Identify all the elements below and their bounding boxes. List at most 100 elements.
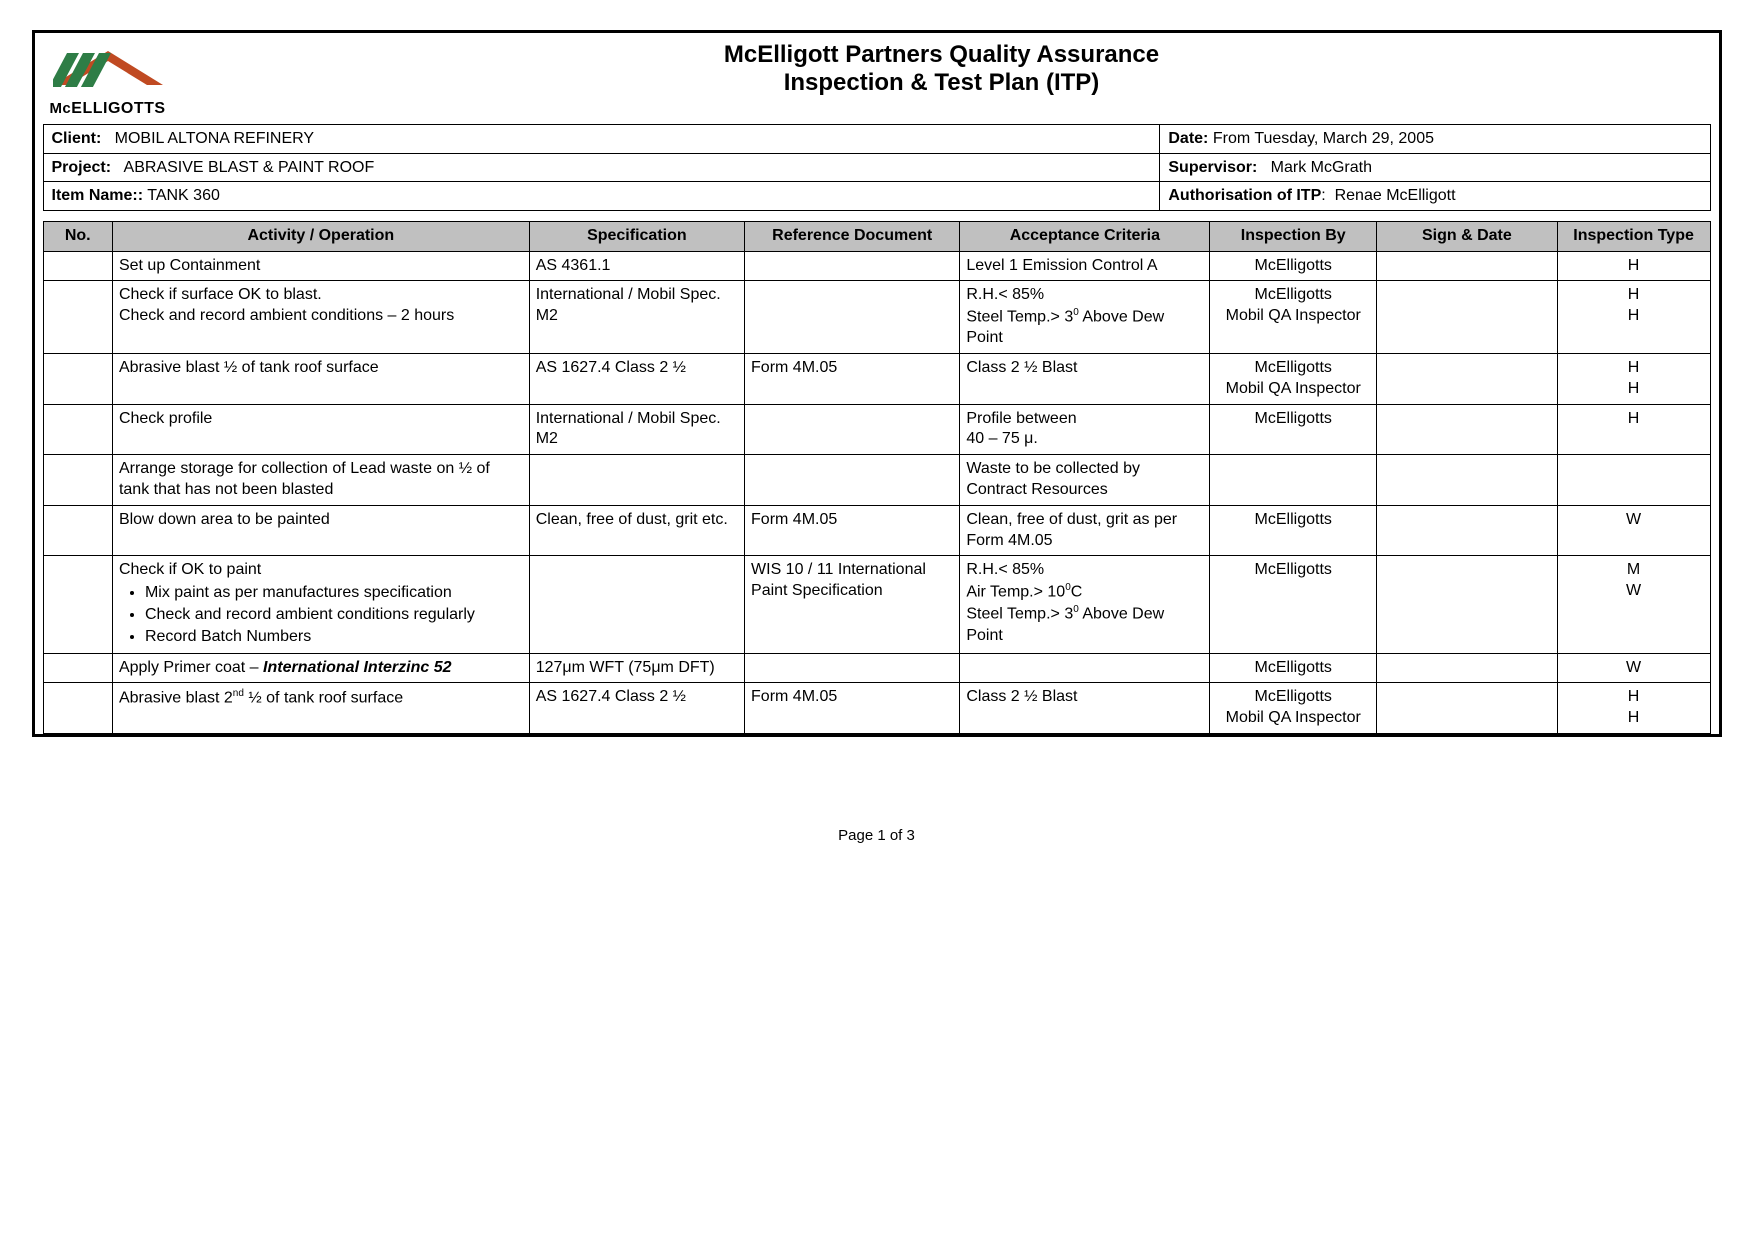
cell-by: McElligotts: [1210, 404, 1377, 455]
cell-no: [43, 404, 112, 455]
cell-spec: AS 4361.1: [529, 251, 744, 281]
cell-sign: [1377, 683, 1558, 734]
auth-label: Authorisation of ITP: [1168, 187, 1321, 204]
project-label: Project:: [52, 159, 112, 176]
cell-sign: [1377, 281, 1558, 354]
table-row: Abrasive blast ½ of tank roof surfaceAS …: [43, 354, 1710, 405]
cell-no: [43, 455, 112, 506]
table-row: Arrange storage for collection of Lead w…: [43, 455, 1710, 506]
meta-supervisor: Supervisor: Mark McGrath: [1160, 153, 1710, 182]
cell-ref: WIS 10 / 11 International Paint Specific…: [745, 556, 960, 653]
cell-sign: [1377, 251, 1558, 281]
meta-project: Project: ABRASIVE BLAST & PAINT ROOF: [43, 153, 1160, 182]
date-label: Date:: [1168, 130, 1208, 147]
cell-no: [43, 556, 112, 653]
page-container: McELLIGOTTS McElligott Partners Quality …: [32, 30, 1722, 844]
cell-sign: [1377, 556, 1558, 653]
col-type: Inspection Type: [1557, 221, 1710, 251]
cell-acc: R.H.< 85%Air Temp.> 100CSteel Temp.> 30 …: [960, 556, 1210, 653]
cell-spec: [529, 556, 744, 653]
item-label: Item Name::: [52, 187, 144, 204]
outer-frame: McELLIGOTTS McElligott Partners Quality …: [32, 30, 1722, 737]
cell-no: [43, 505, 112, 556]
meta-item: Item Name:: TANK 360: [43, 182, 1160, 211]
table-row: Set up ContainmentAS 4361.1 Level 1 Emiss…: [43, 251, 1710, 281]
page-number: Page 1 of 3: [32, 827, 1722, 844]
cell-spec: 127μm WFT (75μm DFT): [529, 653, 744, 683]
cell-activity: Arrange storage for collection of Lead w…: [112, 455, 529, 506]
cell-sign: [1377, 505, 1558, 556]
cell-acc: Clean, free of dust, grit as per Form 4M…: [960, 505, 1210, 556]
cell-no: [43, 354, 112, 405]
meta-table: Client: MOBIL ALTONA REFINERY Date: From…: [43, 124, 1711, 211]
cell-activity: Abrasive blast 2nd ½ of tank roof surfac…: [112, 683, 529, 734]
cell-ref: Form 4M.05: [745, 505, 960, 556]
cell-type: W: [1557, 505, 1710, 556]
cell-activity: Check if OK to paintMix paint as per man…: [112, 556, 529, 653]
cell-activity: Blow down area to be painted: [112, 505, 529, 556]
cell-activity: Check profile: [112, 404, 529, 455]
col-sign: Sign & Date: [1377, 221, 1558, 251]
client-value: MOBIL ALTONA REFINERY: [115, 130, 314, 147]
cell-ref: [745, 455, 960, 506]
date-value: From Tuesday, March 29, 2005: [1213, 130, 1434, 147]
project-value: ABRASIVE BLAST & PAINT ROOF: [124, 159, 375, 176]
auth-value: Renae McElligott: [1335, 187, 1456, 204]
meta-auth: Authorisation of ITP: Renae McElligott: [1160, 182, 1710, 211]
cell-activity: Set up Containment: [112, 251, 529, 281]
item-value: TANK 360: [147, 187, 220, 204]
cell-no: [43, 251, 112, 281]
title-line2: Inspection & Test Plan (ITP): [173, 69, 1711, 97]
supervisor-label: Supervisor:: [1168, 159, 1257, 176]
cell-type: W: [1557, 653, 1710, 683]
cell-sign: [1377, 404, 1558, 455]
col-acc: Acceptance Criteria: [960, 221, 1210, 251]
table-row: Blow down area to be painted Clean, free …: [43, 505, 1710, 556]
table-row: Check if OK to paintMix paint as per man…: [43, 556, 1710, 653]
cell-by: McElligotts: [1210, 251, 1377, 281]
cell-spec: AS 1627.4 Class 2 ½: [529, 354, 744, 405]
table-row: Check if surface OK to blast.Check and r…: [43, 281, 1710, 354]
logo-text: McELLIGOTTS: [43, 100, 173, 118]
header-row: No. Activity / Operation Specification R…: [43, 221, 1710, 251]
cell-sign: [1377, 354, 1558, 405]
logo-block: McELLIGOTTS: [43, 41, 173, 118]
cell-by: McElligottsMobil QA Inspector: [1210, 354, 1377, 405]
title-block: McElligott Partners Quality Assurance In…: [173, 41, 1711, 97]
gap: [43, 211, 1711, 221]
cell-by: [1210, 455, 1377, 506]
cell-by: McElligottsMobil QA Inspector: [1210, 683, 1377, 734]
cell-spec: International / Mobil Spec. M2: [529, 281, 744, 354]
cell-acc: Class 2 ½ Blast: [960, 354, 1210, 405]
table-row: Check profileInternational / Mobil Spec.…: [43, 404, 1710, 455]
cell-activity: Abrasive blast ½ of tank roof surface: [112, 354, 529, 405]
cell-type: HH: [1557, 683, 1710, 734]
col-no: No.: [43, 221, 112, 251]
cell-spec: International / Mobil Spec. M2: [529, 404, 744, 455]
logo-text-mc: Mc: [49, 100, 71, 117]
title-line1: McElligott Partners Quality Assurance: [173, 41, 1711, 69]
cell-type: H: [1557, 251, 1710, 281]
cell-acc: Profile between40 – 75 μ.: [960, 404, 1210, 455]
table-row: Apply Primer coat – International Interz…: [43, 653, 1710, 683]
supervisor-value: Mark McGrath: [1271, 159, 1372, 176]
cell-acc: Class 2 ½ Blast: [960, 683, 1210, 734]
cell-acc: [960, 653, 1210, 683]
client-label: Client:: [52, 130, 102, 147]
cell-by: McElligotts: [1210, 505, 1377, 556]
cell-spec: AS 1627.4 Class 2 ½: [529, 683, 744, 734]
cell-acc: Level 1 Emission Control A: [960, 251, 1210, 281]
col-spec: Specification: [529, 221, 744, 251]
cell-by: McElligotts: [1210, 556, 1377, 653]
main-table: No. Activity / Operation Specification R…: [43, 221, 1711, 734]
col-by: Inspection By: [1210, 221, 1377, 251]
cell-ref: [745, 404, 960, 455]
cell-ref: [745, 251, 960, 281]
col-ref: Reference Document: [745, 221, 960, 251]
cell-type: HH: [1557, 281, 1710, 354]
cell-ref: [745, 653, 960, 683]
cell-ref: Form 4M.05: [745, 354, 960, 405]
cell-ref: Form 4M.05: [745, 683, 960, 734]
cell-type: HH: [1557, 354, 1710, 405]
main-tbody: Set up ContainmentAS 4361.1 Level 1 Emiss…: [43, 251, 1710, 733]
